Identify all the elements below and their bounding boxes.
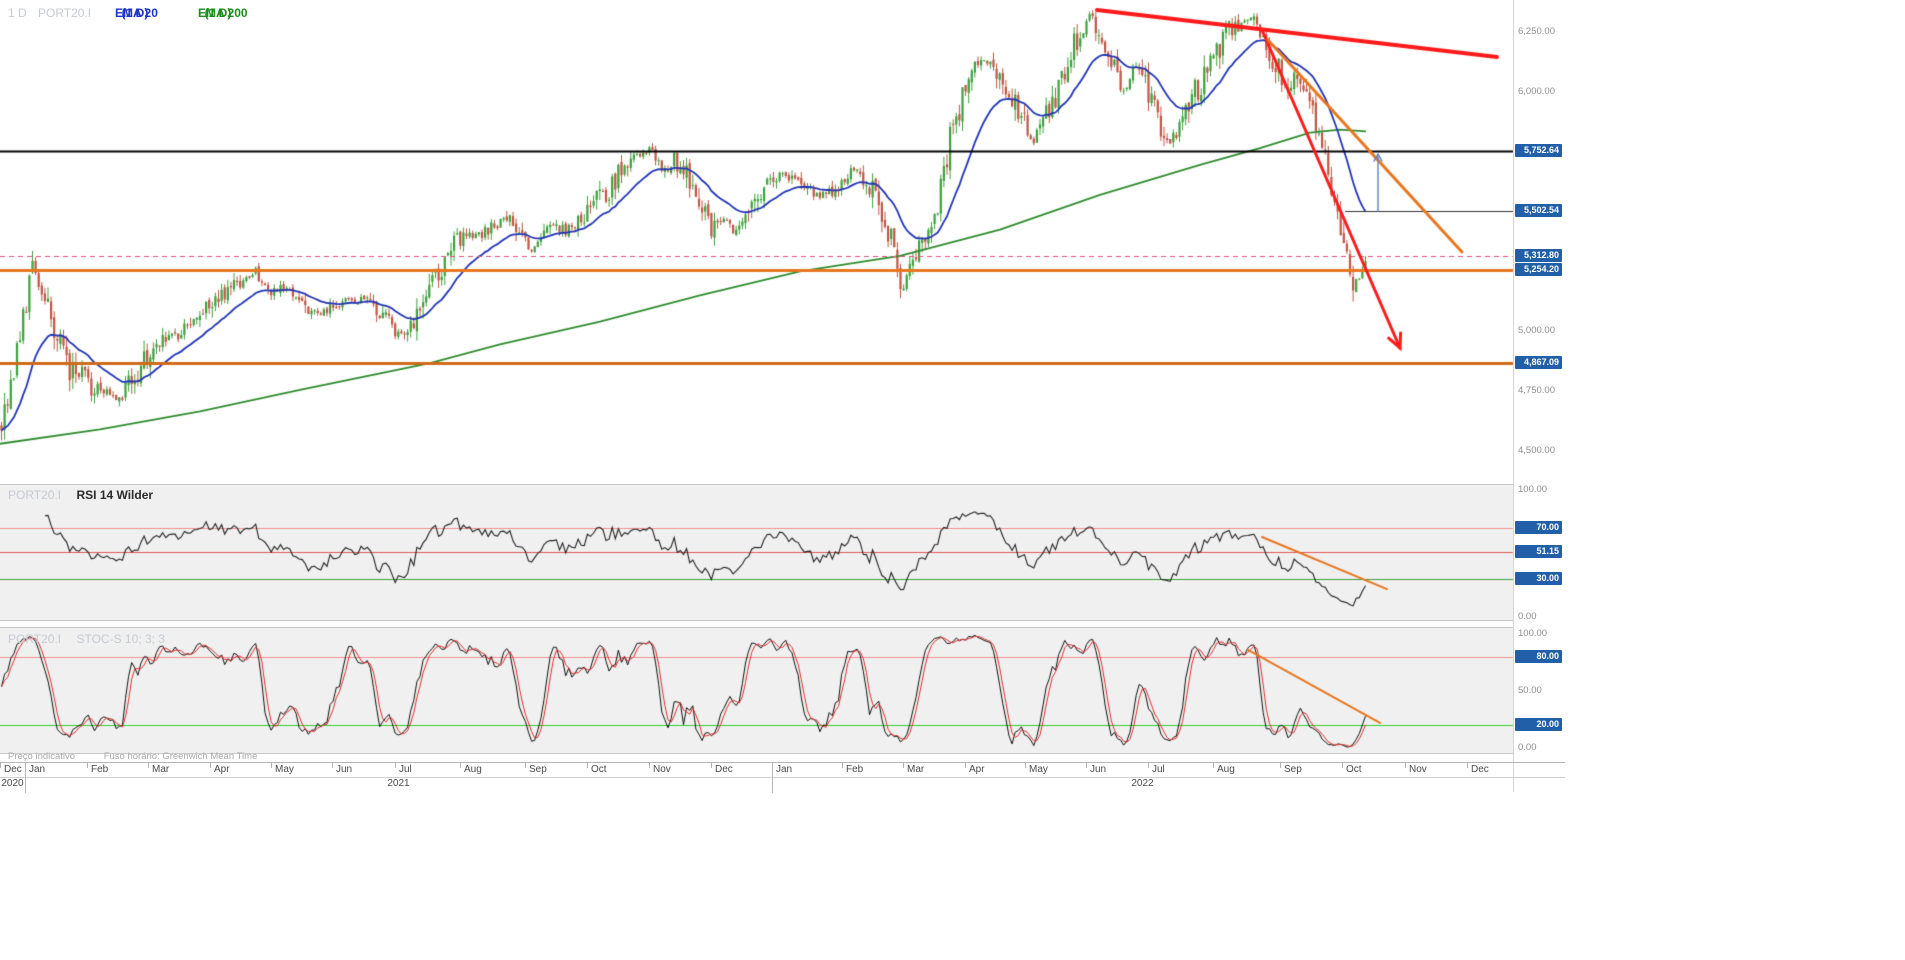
month-label: Aug (1217, 764, 1235, 775)
legend-ema20-label: EMA 20 (115, 6, 158, 20)
month-tick (148, 763, 149, 768)
legend-ema20-timeframe: (1 D) (121, 6, 149, 20)
month-tick (332, 763, 333, 768)
month-tick (87, 763, 88, 768)
price-axis-badge: 5,312.80 (1515, 249, 1562, 263)
month-label: Mar (907, 764, 925, 775)
month-tick (1467, 763, 1468, 768)
month-tick (0, 763, 1, 768)
time-axis[interactable]: Dec Jan Feb Mar Apr May Jun Jul Aug Sep Oct Nov Dec J… (0, 762, 1565, 793)
stoch-axis-tick: 0.00 (1518, 742, 1537, 753)
month-tick (587, 763, 588, 768)
month-tick (525, 763, 526, 768)
price-axis-badge: 5,752.64 (1515, 144, 1562, 158)
month-label: Sep (1284, 764, 1302, 775)
chart-footer: Preço indicativo Fuso horário: Greenwich… (8, 751, 283, 762)
main-chart-canvas[interactable] (0, 0, 1565, 792)
month-label: Mar (152, 764, 170, 775)
indicative-price-note: Preço indicativo (8, 751, 76, 762)
time-axis-months: Dec Jan Feb Mar Apr May Jun Jul Aug Sep Oct Nov Dec J… (0, 763, 1565, 778)
month-tick (1405, 763, 1406, 768)
month-label: Oct (1346, 764, 1362, 775)
year-separator (772, 763, 773, 793)
month-tick (1280, 763, 1281, 768)
symbol-watermark: PORT20.I (38, 6, 92, 20)
chart-area[interactable]: 1 D PORT20.I EMA 20 (1 D) EMA 200 (1 D) … (0, 0, 1565, 795)
month-label: Dec (4, 764, 22, 775)
month-tick (842, 763, 843, 768)
month-tick (1086, 763, 1087, 768)
month-label: Apr (969, 764, 985, 775)
month-tick (965, 763, 966, 768)
month-label: Jul (1152, 764, 1165, 775)
rsi-axis-tick: 0.00 (1518, 611, 1537, 622)
month-label: Nov (653, 764, 671, 775)
rsi-indicator-label[interactable]: RSI 14 Wilder (76, 488, 154, 502)
month-tick (711, 763, 712, 768)
stoch-axis-badge: 20.00 (1515, 718, 1562, 732)
month-tick (1213, 763, 1214, 768)
month-tick (649, 763, 650, 768)
stoch-axis-badge: 80.00 (1515, 649, 1562, 663)
chart-legend: 1 D PORT20.I EMA 20 (1 D) EMA 200 (1 D) (0, 6, 1513, 22)
stoch-panel-title: PORT20.I STOC-S 10; 3; 3 (8, 632, 165, 646)
month-label: Jan (29, 764, 46, 775)
year-label: 2021 (387, 778, 410, 789)
year-label: 2022 (1131, 778, 1154, 789)
month-label: Apr (214, 764, 230, 775)
month-label: Feb (91, 764, 109, 775)
price-axis-tick: 5,000.00 (1518, 325, 1555, 337)
price-axis-tick: 6,250.00 (1518, 26, 1555, 38)
rsi-axis-badge: 51.15 (1515, 545, 1562, 559)
rsi-axis-badge: 30.00 (1515, 571, 1562, 585)
month-label: Sep (529, 764, 547, 775)
rsi-panel-title: PORT20.I RSI 14 Wilder (8, 488, 153, 502)
legend-ema200-label: EMA 200 (198, 6, 248, 20)
price-axis-tick: 4,500.00 (1518, 444, 1555, 456)
month-label: Jun (1090, 764, 1107, 775)
rsi-symbol-watermark: PORT20.I (8, 488, 62, 502)
plot-axis-divider (1513, 0, 1514, 792)
stoch-symbol-watermark: PORT20.I (8, 632, 62, 646)
price-axis-tick: 6,000.00 (1518, 85, 1555, 97)
price-axis-badge: 5,502.54 (1515, 203, 1562, 217)
month-label: May (275, 764, 294, 775)
rsi-axis-tick: 100.00 (1518, 484, 1548, 495)
month-tick (1148, 763, 1149, 768)
month-tick (1025, 763, 1026, 768)
month-label: Oct (591, 764, 607, 775)
time-axis-years: 2020 2021 2022 (0, 778, 1565, 792)
legend-ema200-timeframe: (1 D) (204, 6, 232, 20)
timezone-note: Fuso horário: Greenwich Mean Time (103, 751, 258, 762)
month-label: May (1029, 764, 1048, 775)
month-label: Dec (715, 764, 733, 775)
legend-ema20[interactable]: EMA 20 (1 D) (115, 6, 158, 20)
rsi-axis-badge: 70.00 (1515, 521, 1562, 535)
month-label: Feb (846, 764, 864, 775)
timeframe-watermark: 1 D (8, 6, 27, 20)
month-tick (395, 763, 396, 768)
month-tick (271, 763, 272, 768)
price-axis-badge: 5,254.20 (1515, 263, 1562, 277)
price-axis-tick: 4,750.00 (1518, 385, 1555, 397)
month-tick (460, 763, 461, 768)
legend-ema200[interactable]: EMA 200 (1 D) (198, 6, 248, 20)
month-label: Nov (1409, 764, 1427, 775)
month-label: Jun (336, 764, 353, 775)
year-separator (25, 763, 26, 793)
price-axis-badge: 4,867.09 (1515, 356, 1562, 370)
year-label: 2020 (1, 778, 24, 789)
month-tick (210, 763, 211, 768)
month-tick (1342, 763, 1343, 768)
month-tick (903, 763, 904, 768)
stoch-axis-tick: 100.00 (1518, 628, 1548, 639)
month-label: Aug (464, 764, 482, 775)
stoch-axis-tick: 50.00 (1518, 685, 1542, 696)
price-axis[interactable]: 6,250.00 6,000.00 5,000.00 4,750.00 4,500.00… (1513, 0, 1565, 792)
month-label: Jan (776, 764, 793, 775)
month-label: Dec (1471, 764, 1489, 775)
stoch-indicator-label[interactable]: STOC-S 10; 3; 3 (76, 632, 165, 646)
month-label: Jul (399, 764, 412, 775)
